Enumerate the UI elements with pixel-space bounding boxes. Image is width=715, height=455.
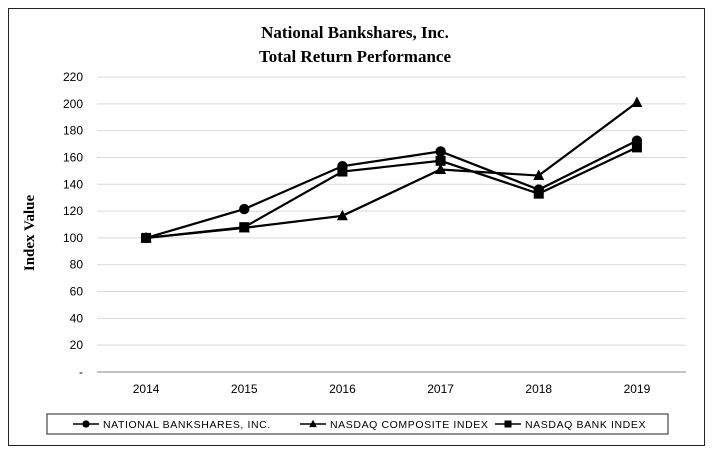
data-point-square — [631, 142, 642, 153]
series-triangle — [140, 96, 643, 243]
y-tick-label: 220 — [63, 70, 83, 84]
y-tick-label: 100 — [63, 231, 83, 245]
legend-marker-triangle — [309, 419, 317, 428]
legend-box — [46, 413, 669, 435]
series-line — [145, 146, 638, 240]
x-tick-label: 2016 — [329, 382, 356, 396]
x-tick-label: 2017 — [427, 382, 454, 396]
legend-marker-square — [504, 420, 512, 428]
chart-frame — [8, 8, 705, 446]
data-point-circle — [435, 146, 446, 157]
series-square — [141, 142, 642, 243]
data-point-circle — [239, 203, 250, 215]
x-tick-label: 2015 — [231, 382, 258, 396]
y-tick-label: 200 — [63, 97, 83, 111]
legend-item: NATIONAL BANKSHARES, INC. — [73, 419, 271, 431]
y-tick-label: 140 — [63, 177, 83, 191]
data-point-triangle — [336, 209, 348, 221]
x-tick-label: 2014 — [133, 382, 160, 396]
data-point-square — [533, 188, 544, 199]
y-tick-label: 40 — [70, 311, 84, 325]
legend-label: NATIONAL BANKSHARES, INC. — [103, 419, 271, 431]
y-tick-label: 180 — [63, 124, 83, 138]
y-tick-label: 160 — [63, 150, 83, 164]
data-point-square — [141, 232, 152, 243]
y-tick-label: 80 — [70, 258, 84, 272]
y-tick-label: 20 — [70, 338, 84, 352]
data-point-triangle — [533, 169, 545, 181]
y-tick-label: 120 — [63, 204, 83, 218]
y-tick-label: - — [79, 365, 83, 379]
data-point-triangle — [435, 163, 447, 175]
x-tick-label: 2018 — [525, 382, 552, 396]
data-point-triangle — [631, 96, 643, 107]
legend-item: NASDAQ BANK INDEX — [495, 419, 646, 431]
legend-item: NASDAQ COMPOSITE INDEX — [300, 419, 488, 431]
series-line — [145, 101, 638, 240]
legend-marker-circle — [82, 420, 90, 428]
chart-title-line-2: Total Return Performance — [259, 47, 451, 66]
chart-title-line-1: National Bankshares, Inc. — [261, 23, 449, 42]
data-point-square — [337, 166, 348, 177]
legend-label: NASDAQ BANK INDEX — [525, 419, 646, 431]
y-tick-label: 60 — [70, 285, 84, 299]
legend: NATIONAL BANKSHARES, INC. NASDAQ COMPOSIT… — [46, 413, 669, 435]
series-line — [145, 139, 638, 239]
data-point-square — [435, 155, 446, 166]
series-circle — [140, 135, 643, 244]
y-axis-title: Index Value — [22, 195, 38, 272]
data-point-square — [239, 222, 250, 233]
x-tick-label: 2019 — [624, 382, 651, 396]
legend-label: NASDAQ COMPOSITE INDEX — [330, 419, 488, 431]
